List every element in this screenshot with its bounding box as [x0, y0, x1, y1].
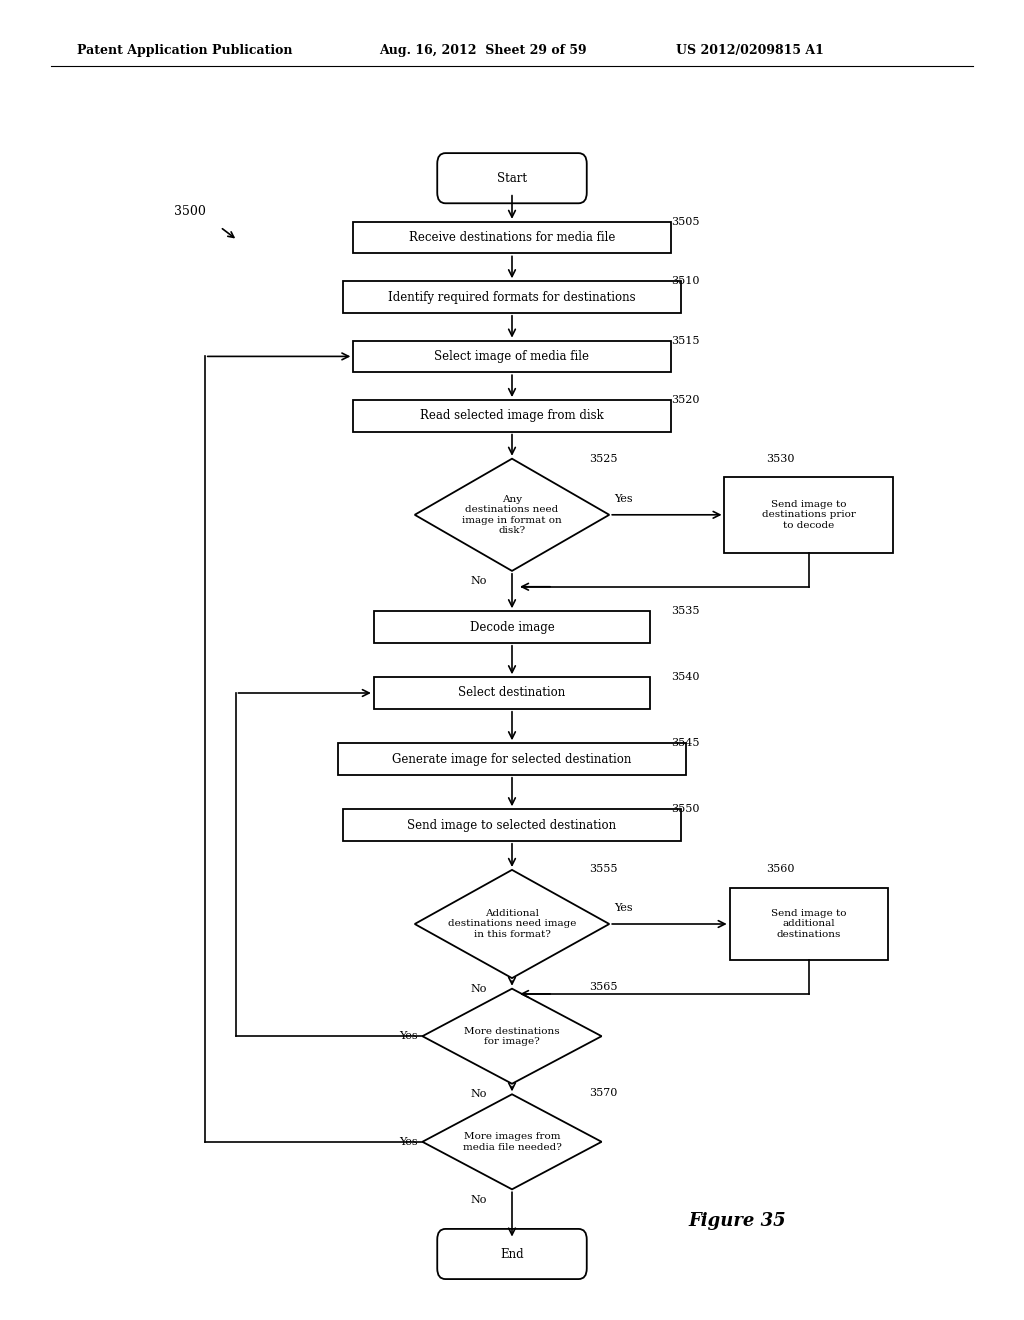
Text: End: End [500, 1247, 524, 1261]
Text: 3540: 3540 [671, 672, 699, 682]
Text: No: No [470, 983, 486, 994]
Text: Yes: Yes [614, 494, 633, 504]
Text: More destinations
for image?: More destinations for image? [464, 1027, 560, 1045]
Text: Select destination: Select destination [459, 686, 565, 700]
Text: Figure 35: Figure 35 [688, 1212, 786, 1230]
FancyBboxPatch shape [437, 1229, 587, 1279]
Text: Any
destinations need
image in format on
disk?: Any destinations need image in format on… [462, 495, 562, 535]
Text: No: No [470, 577, 486, 586]
Bar [338, 743, 686, 775]
Text: 3565: 3565 [589, 982, 617, 993]
Bar [729, 888, 889, 961]
Text: 3535: 3535 [671, 606, 699, 616]
Text: 3560: 3560 [766, 863, 795, 874]
Bar [725, 477, 893, 553]
Bar [374, 611, 650, 643]
Text: 3545: 3545 [671, 738, 699, 748]
Text: Send image to
destinations prior
to decode: Send image to destinations prior to deco… [762, 500, 856, 529]
Bar [343, 809, 681, 841]
Text: Patent Application Publication: Patent Application Publication [77, 44, 292, 57]
Text: 3510: 3510 [671, 276, 699, 286]
FancyBboxPatch shape [437, 153, 587, 203]
Text: Send image to selected destination: Send image to selected destination [408, 818, 616, 832]
Bar [343, 281, 681, 313]
Polygon shape [415, 870, 609, 978]
Text: Yes: Yes [398, 1137, 418, 1147]
Text: 3505: 3505 [671, 216, 699, 227]
Text: Start: Start [497, 172, 527, 185]
Bar [353, 341, 671, 372]
Text: 3520: 3520 [671, 395, 699, 405]
Text: 3530: 3530 [766, 454, 795, 465]
Text: Decode image: Decode image [470, 620, 554, 634]
Text: Yes: Yes [614, 903, 633, 913]
Text: No: No [470, 1089, 486, 1100]
Bar [374, 677, 650, 709]
Text: Additional
destinations need image
in this format?: Additional destinations need image in th… [447, 909, 577, 939]
Text: Receive destinations for media file: Receive destinations for media file [409, 231, 615, 244]
Text: Select image of media file: Select image of media file [434, 350, 590, 363]
Text: Send image to
additional
destinations: Send image to additional destinations [771, 909, 847, 939]
Text: No: No [470, 1195, 486, 1205]
Polygon shape [422, 1094, 602, 1189]
Text: 3525: 3525 [589, 454, 617, 465]
Text: 3515: 3515 [671, 335, 699, 346]
Text: Identify required formats for destinations: Identify required formats for destinatio… [388, 290, 636, 304]
Bar [353, 400, 671, 432]
Text: 3570: 3570 [589, 1088, 617, 1098]
Bar [353, 222, 671, 253]
Polygon shape [422, 989, 602, 1084]
Text: Read selected image from disk: Read selected image from disk [420, 409, 604, 422]
Text: 3555: 3555 [589, 863, 617, 874]
Polygon shape [415, 459, 609, 570]
Text: More images from
media file needed?: More images from media file needed? [463, 1133, 561, 1151]
Text: Aug. 16, 2012  Sheet 29 of 59: Aug. 16, 2012 Sheet 29 of 59 [379, 44, 587, 57]
Text: 3500: 3500 [173, 205, 206, 218]
Text: US 2012/0209815 A1: US 2012/0209815 A1 [676, 44, 823, 57]
Text: Yes: Yes [398, 1031, 418, 1041]
Text: Generate image for selected destination: Generate image for selected destination [392, 752, 632, 766]
Text: 3550: 3550 [671, 804, 699, 814]
